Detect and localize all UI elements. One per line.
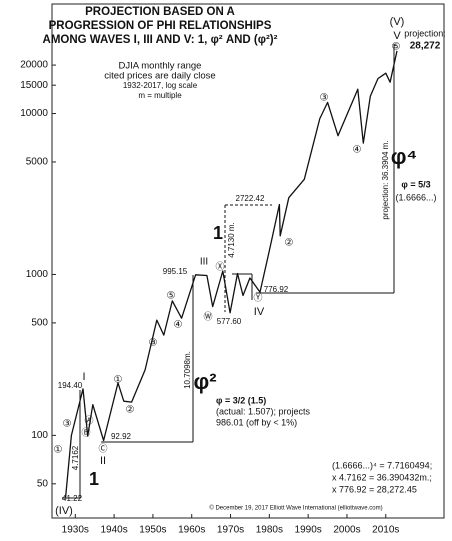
chart-subtitle: DJIA monthly range [119,61,202,72]
chart-title: PROGRESSION OF PHI RELATIONSHIPS [49,20,272,32]
x-tick-label: 1930s [62,525,89,536]
annotation: (1.6666...)⁴ = 7.7160494; [332,460,432,470]
annotation: 995.15 [163,267,188,276]
annotation: ② [285,238,294,249]
annotation: IV [254,306,265,318]
annotation: (actual: 1.507); projects [216,406,311,416]
annotation: ④ [353,145,362,156]
x-tick-label: 2000s [333,525,360,536]
annotation: V [393,30,401,42]
y-tick-label: 50 [37,478,49,489]
annotation: (IV) [55,505,73,517]
x-tick-label: 1970s [217,525,244,536]
y-tick-label: 5000 [26,157,49,168]
annotation: Ⓒ [98,443,107,453]
annotation: 4.7130 m. [227,222,236,258]
annotation: 1 [89,469,99,489]
annotation: ④ [174,320,183,331]
annotation: 1 [213,223,223,243]
chart-subtitle: m = multiple [138,91,182,100]
x-tick-label: 1950s [139,525,166,536]
annotation: 776.92 [264,285,289,294]
x-tick-label: 2010s [372,525,399,536]
annotation: ③ [149,338,158,349]
annotation: 2722.42 [236,194,265,203]
x-tick-label: 1960s [178,525,205,536]
annotation: 986.01 (off by < 1%) [216,417,297,427]
plot-frame [51,3,445,519]
annotation: x 4.7162 = 36.390432m.; [332,472,432,482]
annotation: 28,272 [410,41,441,52]
annotation: 92.92 [111,432,132,441]
annotation: (1.6666...) [395,192,436,202]
x-tick-label: 1990s [295,525,322,536]
annotation: Ⓐ [84,415,93,425]
annotation: 194.40 [58,381,83,390]
annotation: 10.7098m. [183,351,192,389]
annotation: 577.60 [217,317,242,326]
annotation: ① [54,445,63,456]
y-tick-label: 100 [31,430,48,441]
y-tick-label: 10000 [20,108,48,119]
chart-subtitle: cited prices are daily close [104,71,215,82]
y-tick-label: 500 [31,318,48,329]
annotation: φ⁴ [391,144,418,169]
x-tick-label: 1940s [100,525,127,536]
annotation: ③ [320,93,329,104]
annotation: ③ [63,419,72,430]
annotation: © December 19, 2017 Elliott Wave Interna… [209,505,382,512]
annotation: ⑤ [167,291,176,302]
y-tick-label: 15000 [20,80,48,91]
annotation: Ⓑ [81,427,90,437]
annotation: (V) [390,16,405,28]
y-tick-label: 1000 [26,269,49,280]
y-tick-label: 20000 [20,60,48,71]
annotation: Ⓧ [215,261,224,271]
annotation: projection: 36.3904 m. [381,140,390,219]
annotation: 41.22 [62,494,83,503]
annotation: x 776.92 = 28,272.45 [332,484,417,494]
chart-title: AMONG WAVES I, III AND V: 1, φ² AND (φ²)… [43,34,278,46]
price-line [64,50,398,498]
annotation: Ⓦ [203,311,212,321]
annotation: projection: [404,28,446,38]
chart-title: PROJECTION BASED ON A [85,6,235,18]
annotation: ⑤ [392,42,401,53]
chart-subtitle: 1932-2017, log scale [123,81,198,90]
annotation: ① [114,375,123,386]
annotation: ② [126,405,135,416]
annotation: II [100,455,106,467]
annotation: φ = 3/2 (1.5) [216,395,266,405]
annotation: I [82,371,85,383]
annotation: φ = 5/3 [401,179,430,189]
annotation: 4.7162 [71,445,80,470]
annotation: Ⓨ [253,292,262,302]
annotation: φ² [193,369,216,394]
annotation: III [200,257,208,268]
x-tick-label: 1980s [256,525,283,536]
